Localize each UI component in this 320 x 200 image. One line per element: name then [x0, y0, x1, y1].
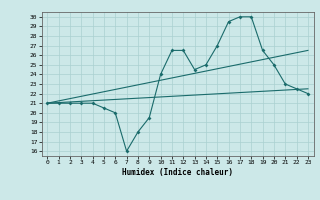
X-axis label: Humidex (Indice chaleur): Humidex (Indice chaleur) — [122, 168, 233, 177]
